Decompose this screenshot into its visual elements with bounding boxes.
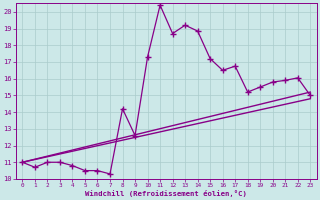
X-axis label: Windchill (Refroidissement éolien,°C): Windchill (Refroidissement éolien,°C) bbox=[85, 190, 247, 197]
